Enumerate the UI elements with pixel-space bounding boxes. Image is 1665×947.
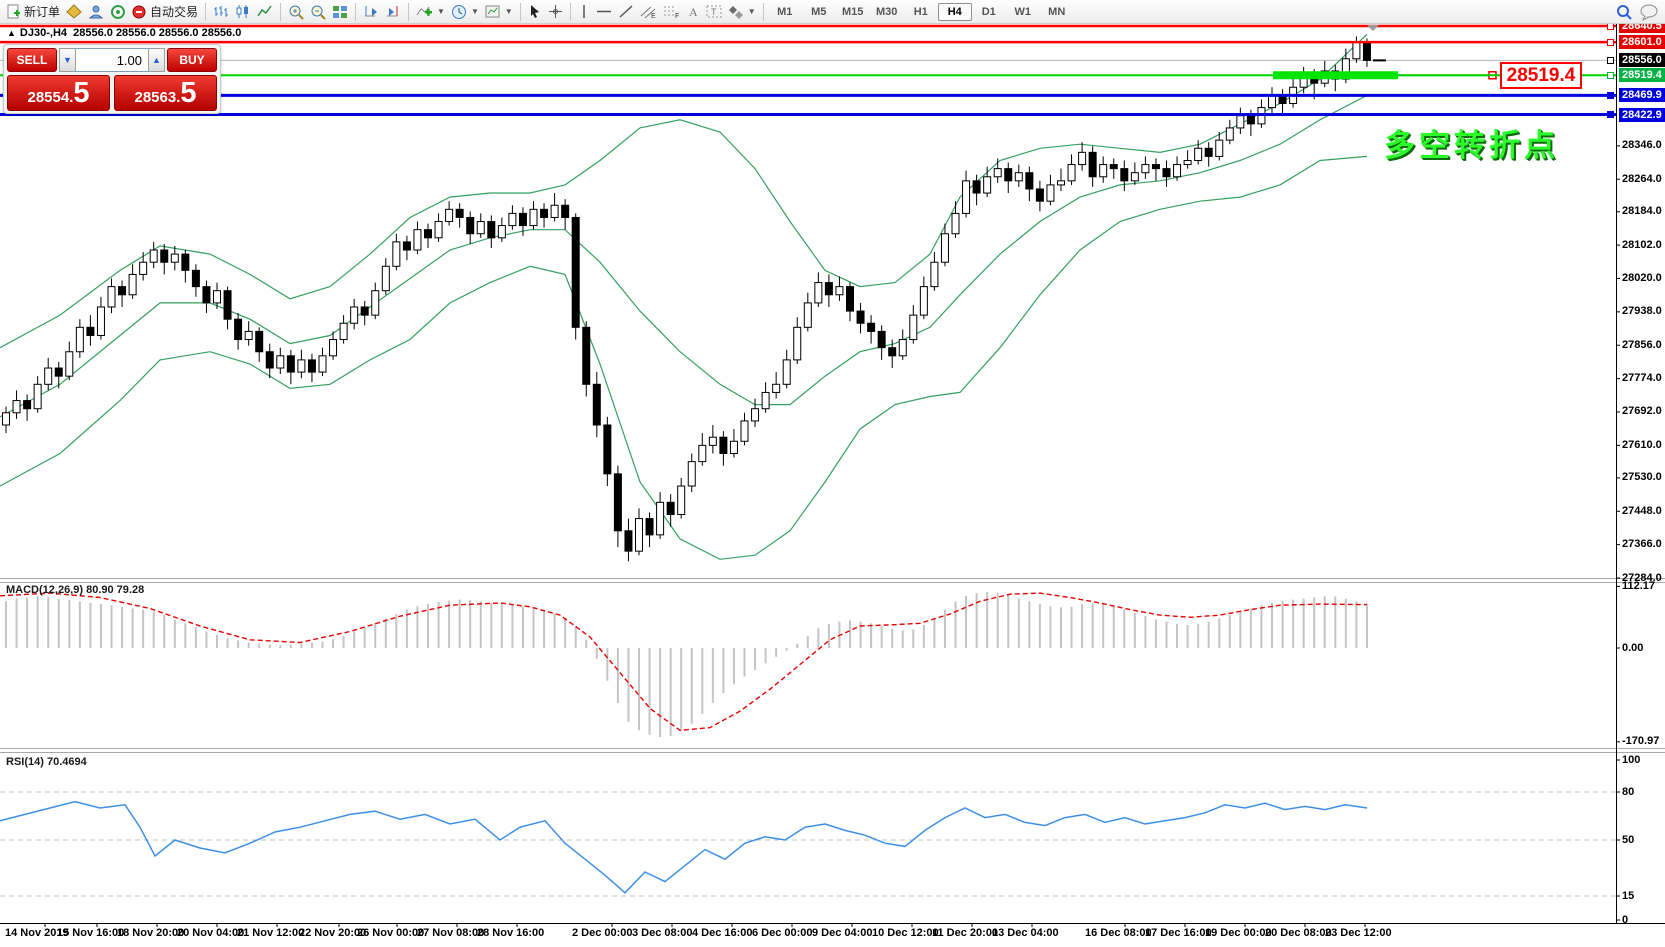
equidistant-channel-tool-icon[interactable]: E [637, 2, 660, 22]
rsi-values: 70.4694 [46, 756, 87, 768]
buy-price-small: 28563. [134, 89, 181, 106]
toolbar-separator [569, 2, 571, 21]
search-icon[interactable] [1612, 2, 1636, 22]
templates-icon[interactable]: ▼ [482, 2, 516, 22]
toolbar-separator [762, 2, 764, 21]
collapse-triangle-icon[interactable]: ▲ [7, 28, 16, 38]
price-callout-label[interactable]: 28519.4 [1500, 62, 1582, 89]
profile-icon[interactable] [85, 2, 107, 22]
indicators-icon[interactable]: ▼ [413, 2, 448, 22]
toolbar-separator [519, 2, 521, 21]
zoom-in-icon[interactable] [285, 2, 307, 22]
dropdown-arrow-icon: ▼ [747, 7, 756, 16]
zoom-out-icon[interactable] [307, 2, 329, 22]
buy-price-display[interactable]: 28563. 5 [114, 75, 217, 111]
one-click-trading-panel: SELL ▼ ▲ BUY 28554.5 28563.5 [3, 44, 221, 114]
timeframe-button-M5[interactable]: M5 [811, 5, 827, 18]
toolbar-separator [205, 2, 207, 21]
toolbar-separator [355, 2, 357, 21]
shapes-tool-icon[interactable]: ▼ [725, 2, 759, 22]
dropdown-arrow-icon: ▼ [504, 7, 513, 16]
svg-text:A: A [689, 5, 698, 19]
layouts-icon[interactable] [63, 2, 85, 22]
sell-price-big: 5 [73, 77, 90, 109]
sell-price-display[interactable]: 28554. 5 [7, 75, 110, 111]
volume-stepper: ▼ ▲ [59, 48, 165, 72]
cursor-icon[interactable] [525, 2, 545, 22]
toolbar-separator [408, 2, 410, 21]
buy-button[interactable]: BUY [167, 48, 217, 72]
timeframe-button-M30[interactable]: M30 [876, 5, 898, 18]
line-chart-icon[interactable] [254, 2, 276, 22]
svg-text:F: F [675, 13, 679, 19]
svg-text:E: E [651, 13, 656, 19]
text-label-tool-icon[interactable]: T [703, 2, 725, 22]
new-order-icon [6, 4, 21, 19]
timeframe-button-H4[interactable]: H4 [937, 2, 972, 21]
toolbar-right-group [1612, 2, 1662, 22]
dropdown-arrow-icon: ▼ [437, 7, 445, 16]
periods-icon[interactable]: ▼ [448, 2, 482, 22]
auto-trading-icon [132, 4, 147, 19]
candlestick-chart-icon[interactable] [232, 2, 254, 22]
volume-decrease-button[interactable]: ▼ [59, 48, 76, 72]
auto-scroll-icon[interactable] [360, 2, 382, 22]
chat-icon[interactable] [1636, 2, 1662, 22]
new-order-label: 新订单 [24, 5, 61, 19]
main-toolbar: 新订单 自动交易 ▼ ▼ ▼ E F A T ▼ M1 M5 M15 M30 H1 H4 D… [0, 0, 1665, 24]
crosshair-icon[interactable] [545, 2, 566, 22]
fibonacci-tool-icon[interactable]: F [660, 2, 683, 22]
text-tool-icon[interactable]: A [683, 2, 703, 22]
trendline-tool-icon[interactable] [615, 2, 637, 22]
chart-shift-icon[interactable] [382, 2, 404, 22]
buy-price-big: 5 [180, 77, 197, 109]
timeframe-button-group: M1 M5 M15 M30 H1 H4 D1 W1 MN [768, 2, 1074, 21]
sell-price-small: 28554. [27, 89, 74, 106]
timeframe-button-M15[interactable]: M15 [842, 5, 864, 18]
bar-chart-icon[interactable] [210, 2, 232, 22]
auto-trading-button[interactable]: 自动交易 [129, 2, 201, 22]
rsi-indicator-label: RSI(14) 70.4694 [6, 756, 87, 768]
sell-button[interactable]: SELL [7, 48, 57, 72]
macd-name: MACD(12,26,9) [6, 584, 84, 596]
timeframe-button-H1[interactable]: H1 [913, 5, 928, 18]
chart-title: ▲ DJ30-,H4 28556.0 28556.0 28556.0 28556.… [7, 27, 241, 39]
timeframe-button-M1[interactable]: M1 [777, 5, 793, 18]
macd-values: 80.90 79.28 [86, 584, 145, 596]
tile-windows-icon[interactable] [329, 2, 351, 22]
macd-indicator-label: MACD(12,26,9) 80.90 79.28 [6, 584, 144, 596]
dropdown-arrow-icon: ▼ [470, 7, 479, 16]
volume-increase-button[interactable]: ▲ [148, 48, 165, 72]
chart-annotation-text: 多空转折点 [1384, 128, 1559, 163]
volume-input[interactable] [76, 48, 148, 72]
timeframe-button-MN[interactable]: MN [1048, 5, 1066, 18]
rsi-name: RSI(14) [6, 756, 44, 768]
chart-quotes: 28556.0 28556.0 28556.0 28556.0 [73, 27, 242, 39]
auto-trading-label: 自动交易 [150, 5, 199, 19]
horizontal-line-tool-icon[interactable] [593, 2, 615, 22]
timeframe-button-W1[interactable]: W1 [1014, 5, 1031, 18]
signal-icon[interactable] [107, 2, 129, 22]
timeframe-button-D1[interactable]: D1 [981, 5, 996, 18]
chart-symbol: DJ30-,H4 [19, 27, 67, 39]
toolbar-separator [280, 2, 282, 21]
new-order-button[interactable]: 新订单 [3, 2, 63, 22]
svg-text:T: T [711, 7, 717, 17]
vertical-line-tool-icon[interactable] [575, 2, 593, 22]
